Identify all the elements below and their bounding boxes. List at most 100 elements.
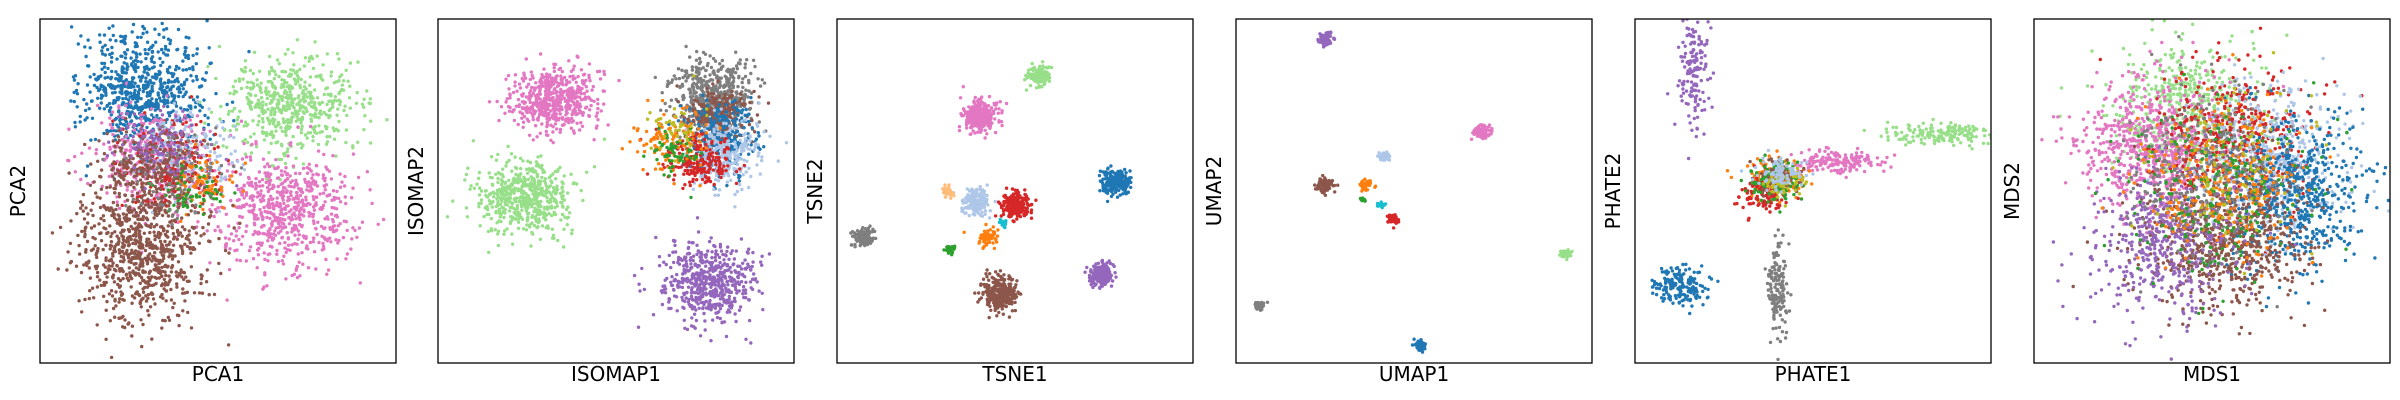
data-point [555, 184, 559, 188]
data-point [145, 30, 149, 34]
data-point [106, 230, 110, 235]
data-point [569, 69, 574, 74]
data-point [557, 109, 562, 113]
data-point [538, 87, 542, 91]
data-point [102, 89, 107, 93]
data-point [257, 106, 262, 110]
data-point [155, 246, 159, 251]
data-point [102, 61, 107, 66]
data-point [240, 69, 245, 73]
data-point [513, 155, 517, 159]
data-point [194, 123, 198, 127]
data-point [527, 133, 532, 137]
data-point [233, 79, 238, 83]
data-point [308, 75, 313, 79]
data-point [95, 78, 99, 82]
data-point [101, 157, 105, 162]
data-point [156, 50, 160, 54]
data-point [279, 208, 283, 213]
data-point [267, 90, 271, 94]
data-point [166, 165, 170, 169]
data-point [129, 170, 133, 174]
data-point [305, 109, 309, 113]
data-point [297, 222, 302, 227]
data-point [161, 179, 165, 183]
data-point [577, 85, 582, 90]
data-point [164, 243, 169, 247]
data-point [146, 165, 150, 169]
data-point [84, 248, 88, 252]
data-point [168, 38, 173, 43]
data-point [109, 60, 114, 64]
data-point [218, 154, 222, 158]
data-point [350, 237, 354, 241]
data-point [278, 219, 282, 224]
data-point [206, 222, 211, 226]
data-point [166, 48, 171, 52]
data-point [283, 186, 287, 190]
data-point [97, 222, 101, 226]
data-point [197, 241, 201, 245]
data-point [131, 84, 135, 88]
data-point [357, 226, 362, 230]
data-point [560, 212, 565, 217]
data-point [176, 233, 181, 237]
data-point [166, 133, 170, 137]
data-point [84, 54, 88, 59]
data-point [127, 210, 131, 215]
data-point [132, 185, 136, 190]
data-point [195, 147, 200, 152]
data-point [283, 218, 287, 222]
data-point [598, 77, 603, 81]
cluster-12 [101, 124, 244, 227]
data-point [249, 158, 253, 162]
data-point [545, 72, 549, 76]
data-point [326, 217, 330, 221]
data-point [274, 72, 278, 77]
data-point [136, 65, 140, 70]
data-point [344, 128, 349, 132]
data-point [252, 132, 256, 136]
data-point [293, 97, 297, 101]
data-point [185, 77, 189, 82]
data-point [171, 181, 176, 185]
x-axis-label: PCA1 [192, 362, 244, 386]
data-point [81, 209, 86, 213]
data-point [286, 147, 290, 151]
data-point [190, 194, 195, 199]
data-point [311, 96, 315, 101]
data-point [176, 213, 180, 217]
data-point [206, 64, 210, 69]
data-point [98, 33, 102, 37]
data-point [335, 228, 339, 232]
data-point [144, 258, 149, 262]
data-point [472, 186, 477, 190]
data-point [185, 205, 190, 209]
data-point [69, 259, 74, 264]
data-point [181, 151, 185, 155]
data-point [139, 97, 143, 101]
data-point [109, 75, 114, 80]
data-point [176, 47, 180, 52]
data-point [127, 158, 131, 162]
data-point [101, 247, 105, 252]
data-point [242, 196, 246, 200]
data-point [94, 252, 98, 257]
data-point [299, 127, 304, 132]
data-point [529, 181, 533, 185]
data-point [553, 212, 558, 217]
data-point [285, 177, 290, 181]
data-point [191, 79, 195, 83]
data-point [131, 77, 135, 81]
data-point [531, 138, 535, 142]
data-point [277, 107, 281, 111]
data-point [465, 215, 470, 219]
data-point [295, 38, 299, 42]
data-point [545, 123, 549, 127]
data-point [147, 283, 152, 288]
data-point [156, 102, 160, 106]
data-point [194, 139, 199, 143]
data-point [321, 203, 326, 208]
data-point [86, 181, 90, 186]
data-point [166, 214, 171, 218]
